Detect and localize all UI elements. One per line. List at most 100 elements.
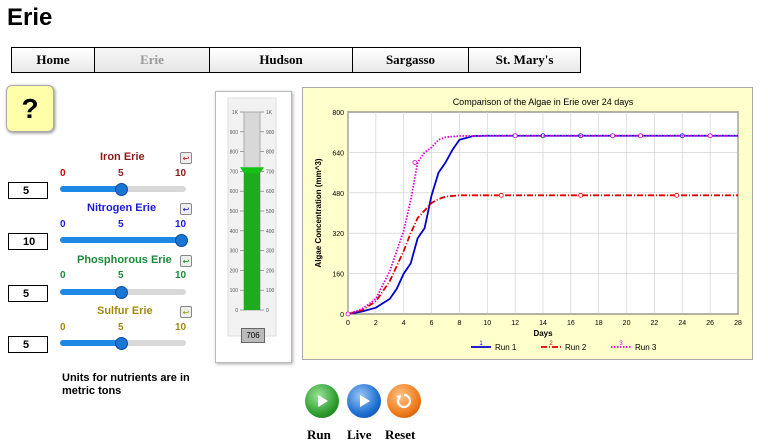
- thermometer-tick-left: 1K: [232, 110, 239, 116]
- iron-slider-knob[interactable]: [115, 183, 128, 196]
- thermometer-tick-left: 0: [235, 308, 238, 314]
- thermometer-tick-left: 300: [230, 249, 239, 255]
- phosphorous-label: Phosphorous Erie: [77, 254, 172, 266]
- nitrogen-value-input[interactable]: 10: [8, 233, 48, 250]
- play-icon[interactable]: [305, 384, 339, 418]
- legend-label: Run 1: [495, 343, 517, 352]
- series-marker: [707, 133, 713, 139]
- legend-marker: 1: [479, 341, 483, 347]
- thermometer-tick-left: 500: [230, 209, 239, 215]
- run-button[interactable]: [305, 384, 339, 418]
- phosphorous-value-input[interactable]: 5: [8, 285, 48, 302]
- thermometer-tick-left: 200: [230, 268, 239, 274]
- sulfur-slider-knob[interactable]: [115, 337, 128, 350]
- nav-st-marys[interactable]: St. Mary's: [468, 47, 581, 73]
- help-button[interactable]: ?: [6, 85, 54, 132]
- y-tick-label: 320: [332, 231, 344, 238]
- thermometer-graphic: 1K 1K 900 900 800 800 700 700 600 600 500 500 400 400…: [227, 97, 277, 337]
- reset-label: Reset: [385, 427, 416, 442]
- thermometer-fill: [244, 170, 260, 310]
- x-tick-label: 18: [595, 320, 603, 327]
- phosphorous-mid-tick: 5: [118, 270, 124, 281]
- legend-marker: 3: [619, 341, 623, 347]
- chart-title: Comparison of the Algae in Erie over 24 …: [453, 97, 634, 107]
- sulfur-label: Sulfur Erie: [97, 305, 153, 317]
- nitrogen-slider-knob[interactable]: [175, 234, 188, 247]
- legend-marker: 2: [549, 341, 553, 347]
- thermometer-tick-right: 200: [266, 268, 275, 274]
- iron-reset-icon[interactable]: ↩: [180, 152, 192, 164]
- sulfur-mid-tick: 5: [118, 322, 124, 333]
- series-marker: [412, 160, 418, 165]
- sulfur-reset-icon[interactable]: ↩: [180, 306, 192, 318]
- iron-value-input[interactable]: 5: [8, 182, 48, 199]
- series-marker: [674, 192, 680, 198]
- iron-label: Iron Erie: [100, 151, 145, 163]
- live-label: Live: [347, 427, 372, 442]
- x-tick-label: 0: [346, 320, 350, 327]
- nitrogen-label: Nitrogen Erie: [87, 202, 157, 214]
- x-tick-label: 10: [483, 320, 491, 327]
- nitrogen-slider[interactable]: [60, 237, 186, 243]
- legend-label: Run 3: [635, 343, 657, 352]
- line-chart: Comparison of the Algae in Erie over 24 …: [314, 97, 742, 352]
- phosphorous-slider-knob[interactable]: [115, 286, 128, 299]
- nav-sargasso[interactable]: Sargasso: [352, 47, 469, 73]
- series-marker: [345, 311, 351, 317]
- thermometer-tick-right: 1K: [266, 110, 273, 116]
- y-tick-label: 480: [332, 191, 344, 198]
- phosphorous-max-tick: 10: [175, 270, 187, 281]
- x-tick-label: 22: [651, 320, 659, 327]
- nav-hudson[interactable]: Hudson: [209, 47, 353, 73]
- thermometer-tick-right: 800: [266, 150, 275, 156]
- x-tick-label: 4: [402, 320, 406, 327]
- y-tick-label: 0: [340, 312, 344, 319]
- series-marker: [578, 192, 584, 198]
- y-tick-label: 800: [332, 110, 344, 117]
- thermometer-tick-right: 400: [266, 229, 275, 235]
- page-title: Erie: [7, 4, 53, 31]
- chart-panel: Comparison of the Algae in Erie over 24 …: [302, 87, 753, 360]
- phosphorous-slider-fill: [60, 289, 122, 295]
- thermometer-tick-right: 700: [266, 169, 275, 175]
- thermometer-tick-right: 500: [266, 209, 275, 215]
- thermometer-level-marker: [240, 167, 264, 174]
- play-icon[interactable]: [347, 384, 381, 418]
- y-axis-label: Algae Concentration (mm^3): [314, 158, 323, 267]
- legend-label: Run 2: [565, 343, 587, 352]
- thermometer-tick-left: 900: [230, 130, 239, 136]
- series-marker: [498, 192, 504, 198]
- thermometer: 1K 1K 900 900 800 800 700 700 600 600 500 500 400 400…: [215, 91, 292, 363]
- series-marker: [638, 133, 643, 139]
- thermometer-tick-left: 700: [230, 169, 239, 175]
- y-tick-label: 640: [332, 150, 344, 157]
- thermometer-tick-right: 900: [266, 130, 275, 136]
- x-tick-label: 14: [539, 320, 547, 327]
- nitrogen-mid-tick: 5: [118, 219, 124, 230]
- sulfur-slider-fill: [60, 340, 122, 346]
- x-tick-label: 12: [511, 320, 519, 327]
- series-marker: [610, 133, 616, 139]
- x-tick-label: 20: [623, 320, 631, 327]
- sulfur-value-input[interactable]: 5: [8, 336, 48, 353]
- live-button[interactable]: [347, 384, 381, 418]
- thermometer-tick-left: 400: [230, 229, 239, 235]
- x-tick-label: 2: [374, 320, 378, 327]
- nitrogen-min-tick: 0: [60, 219, 66, 230]
- thermometer-tick-right: 100: [266, 288, 275, 294]
- iron-min-tick: 0: [60, 168, 66, 179]
- thermometer-tick-left: 800: [230, 150, 239, 156]
- iron-max-tick: 10: [175, 168, 187, 179]
- refresh-icon[interactable]: [387, 384, 421, 418]
- run-label: Run: [307, 427, 331, 442]
- y-tick-label: 160: [332, 272, 344, 279]
- phosphorous-reset-icon[interactable]: ↩: [180, 255, 192, 267]
- thermometer-tick-left: 600: [230, 189, 239, 195]
- series-line-run-1: [347, 134, 738, 315]
- nav-erie[interactable]: Erie: [94, 47, 210, 73]
- thermometer-tick-right: 600: [266, 189, 275, 195]
- nitrogen-reset-icon[interactable]: ↩: [180, 203, 192, 215]
- reset-button[interactable]: [387, 384, 421, 418]
- nav-home[interactable]: Home: [11, 47, 95, 73]
- thermometer-tick-right: 300: [266, 249, 275, 255]
